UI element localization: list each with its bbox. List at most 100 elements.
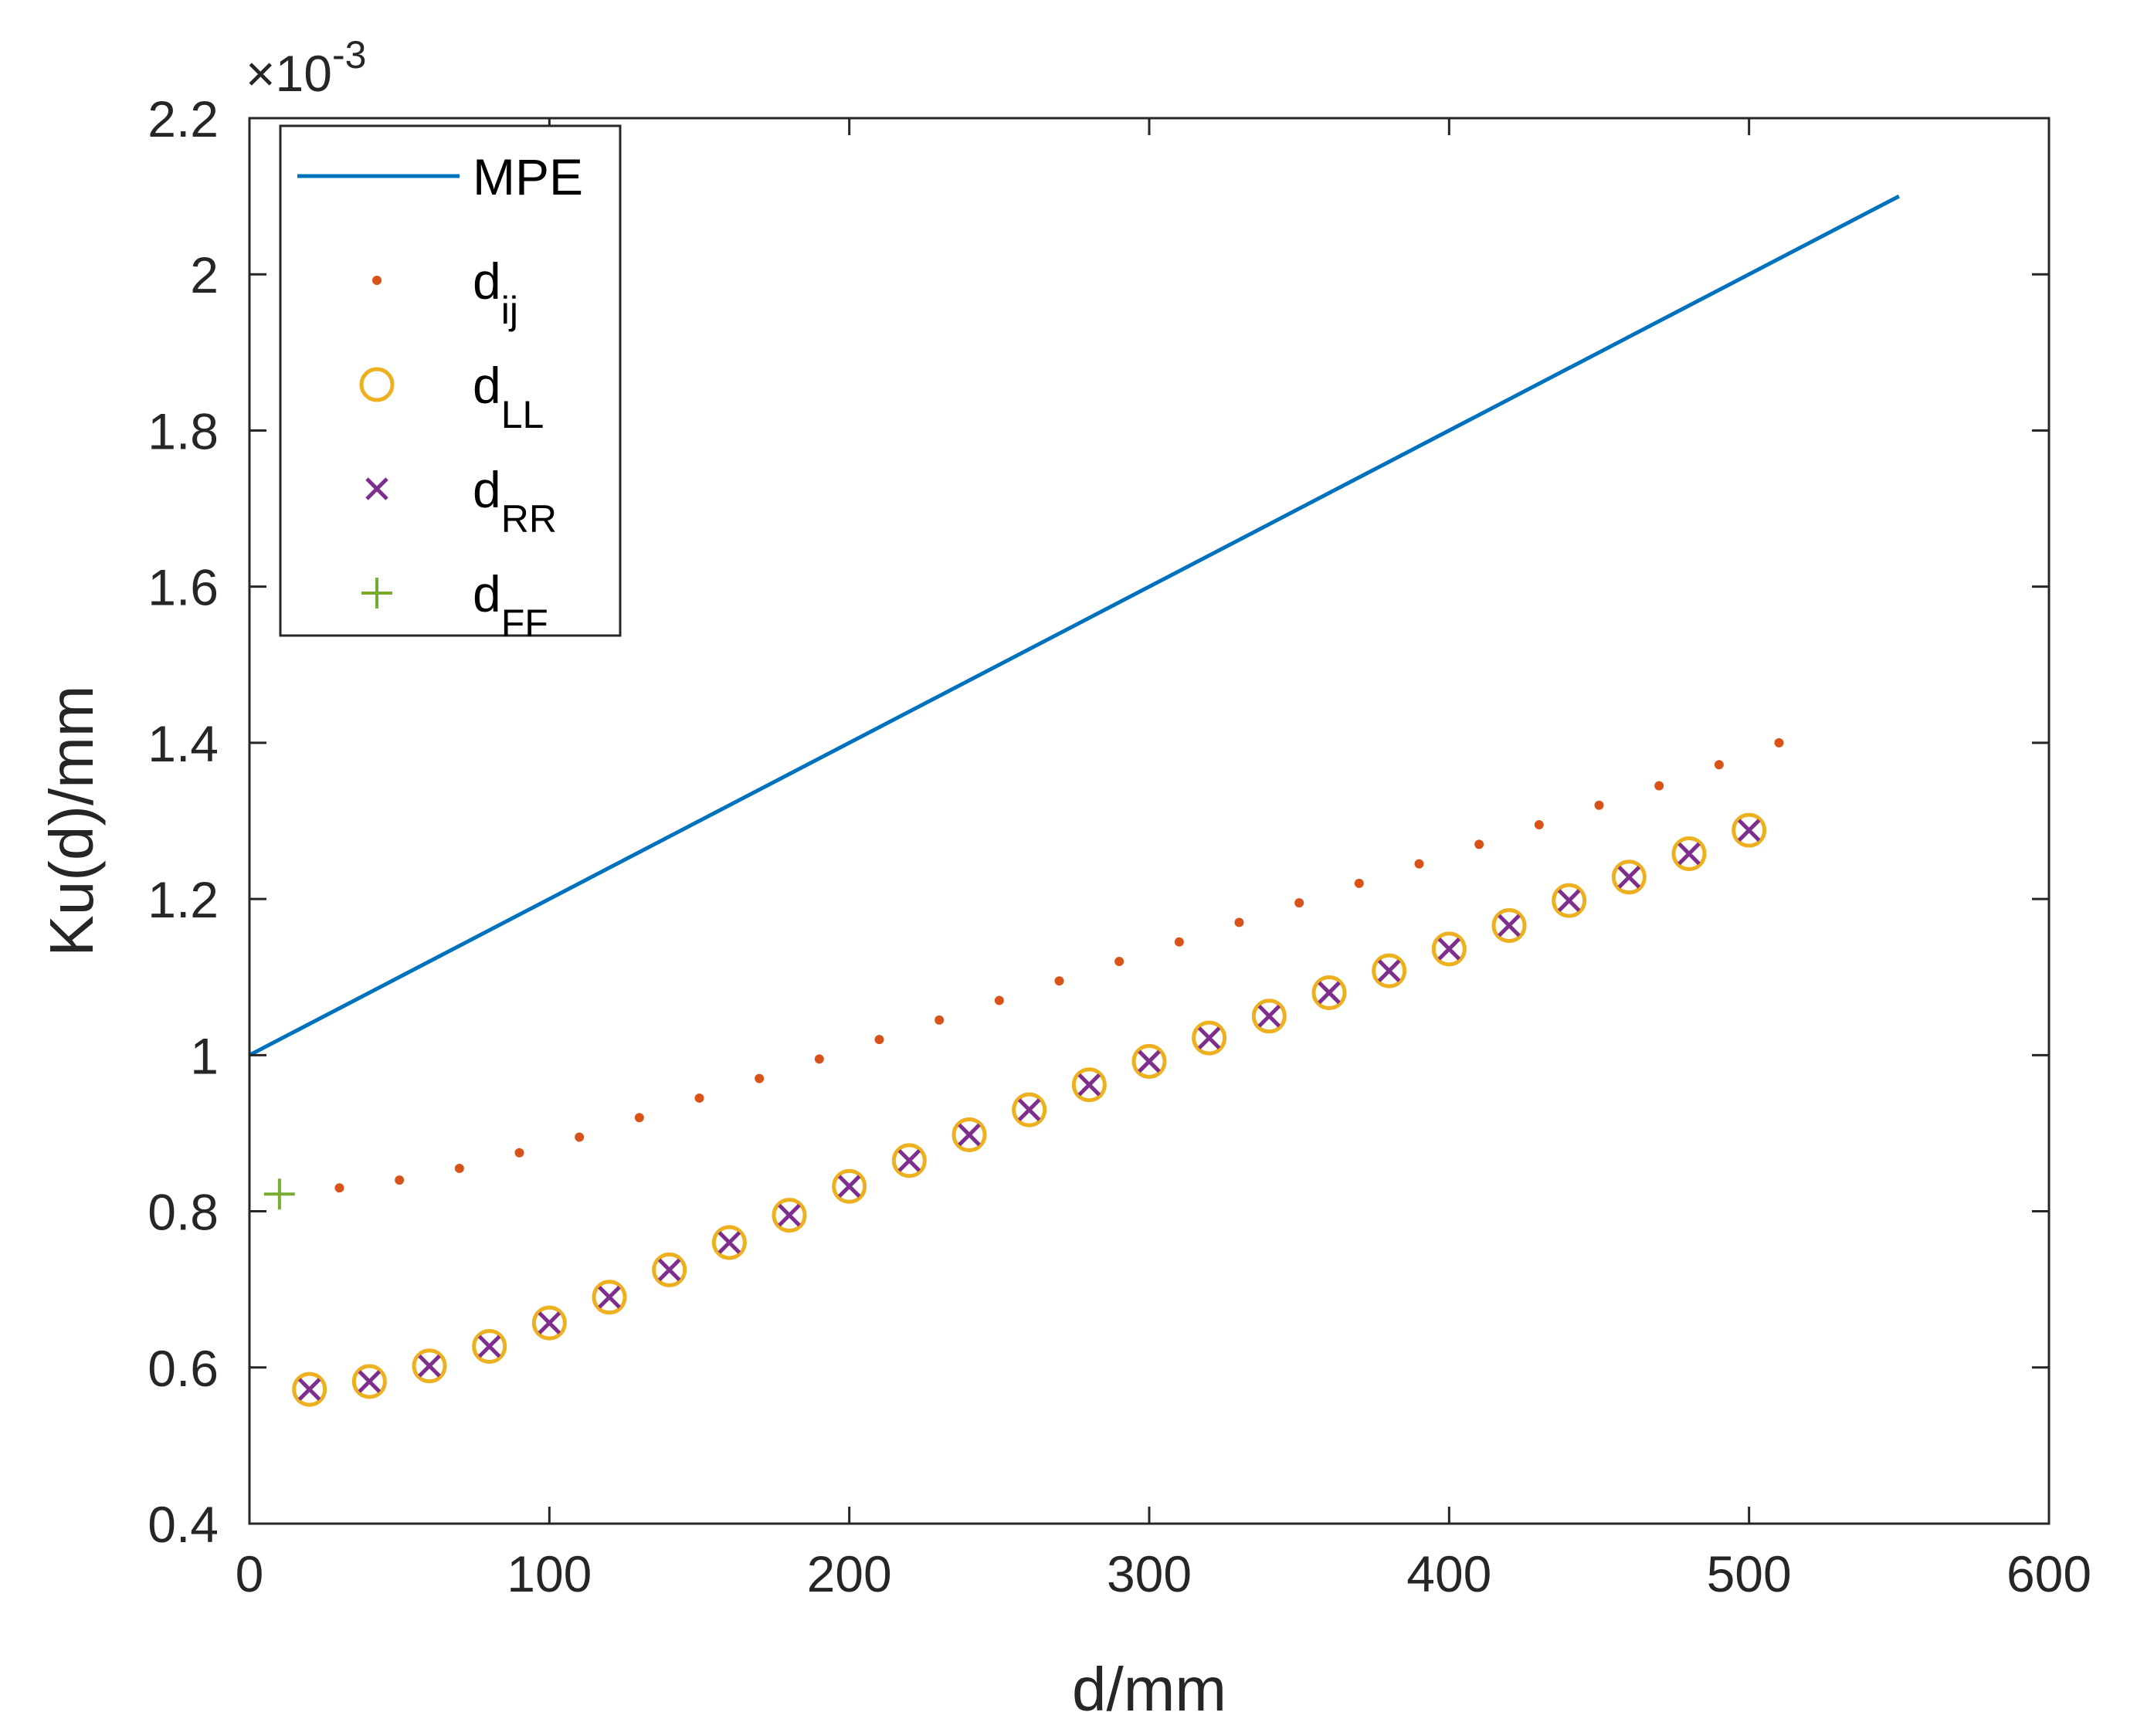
data-point-dLL (412, 1348, 447, 1384)
legend-label-main: d (473, 357, 501, 414)
y-tick-label: 0.8 (148, 1184, 219, 1241)
data-point-dLL (1671, 836, 1707, 871)
legend-swatch (365, 477, 388, 500)
axis-labels: d/mm Ku(d)/mm ×10-3 (37, 33, 1226, 1724)
data-point-dFF (263, 1178, 295, 1210)
y-tick-label: 1.2 (148, 871, 219, 928)
data-point-dRR (657, 1258, 681, 1282)
data-point-dLL (1251, 999, 1287, 1034)
y-tick-label: 1.6 (148, 559, 219, 616)
data-point-dij (935, 1015, 945, 1025)
data-point-dLL (711, 1225, 747, 1260)
data-point-dRR (1257, 1005, 1281, 1028)
axes: 0 100 200 300 400 500 600 0.4 0.6 0.8 1 1.2 1.4 1.6 1.… (148, 90, 2091, 1602)
data-point-dij (814, 1054, 824, 1064)
legend-item-dij: dij (372, 253, 518, 332)
series-dij (334, 737, 1784, 1193)
data-point-dij (1774, 737, 1784, 748)
data-point-dij (755, 1073, 765, 1083)
data-point-dLL (891, 1143, 927, 1178)
data-point-dRR (1017, 1098, 1041, 1121)
y-tick-label: 0.6 (148, 1340, 219, 1397)
data-point-dij (1174, 937, 1184, 947)
legend-label: MPE (473, 148, 583, 205)
series-line-MPE (248, 194, 1900, 1057)
data-point-dLL (1372, 953, 1407, 988)
data-point-dij (1594, 800, 1604, 810)
series-dRR (297, 819, 1761, 1401)
legend-swatch (372, 276, 382, 285)
data-point-dRR (358, 1370, 382, 1393)
x-tick-label: 0 (236, 1545, 264, 1602)
legend-label: dRR (473, 461, 557, 541)
legend-label: dFF (473, 565, 548, 645)
data-point-dLL (531, 1305, 567, 1341)
data-point-dij (514, 1148, 524, 1158)
data-point-dRR (1377, 959, 1401, 982)
y-exponent-power: -3 (332, 33, 366, 76)
data-point-dij (634, 1113, 644, 1123)
legend-box (279, 124, 622, 637)
data-point-dLL (772, 1198, 807, 1233)
data-point-dRR (418, 1354, 441, 1378)
data-point-dRR (1617, 866, 1641, 889)
x-tick-label: 300 (1107, 1545, 1192, 1602)
data-point-dRR (1197, 1026, 1221, 1049)
legend-label-sub: ij (501, 289, 518, 332)
x-tick-label: 200 (807, 1545, 892, 1602)
data-point-dRR (1677, 842, 1701, 866)
data-point-dLL (1311, 975, 1347, 1010)
x-tick-label: 500 (1707, 1545, 1792, 1602)
data-point-dRR (598, 1286, 621, 1309)
data-point-dLL (1732, 812, 1767, 848)
y-exponent-label: ×10-3 (246, 33, 366, 102)
legend-label-sub: RR (501, 497, 557, 541)
y-axis-label: Ku(d)/mm (37, 685, 106, 956)
data-point-dLL (832, 1168, 867, 1204)
data-point-dLL (1431, 931, 1467, 967)
legend-label-main: d (473, 461, 501, 518)
data-point-dRR (1498, 914, 1521, 938)
x-axis-label: d/mm (1072, 1655, 1226, 1724)
legend-item-MPE: MPE (297, 148, 583, 205)
data-point-dij (1534, 820, 1544, 830)
y-tick-label: 1.8 (148, 402, 219, 459)
series-MPE (248, 194, 1900, 1057)
data-point-dRR (1557, 889, 1581, 912)
legend-label-sub: FF (501, 602, 548, 645)
data-point-dRR (1318, 981, 1341, 1005)
legend-item-dFF: dFF (361, 565, 548, 645)
legend-label-main: d (473, 253, 501, 310)
data-point-dLL (1552, 883, 1587, 918)
data-point-dLL (1192, 1020, 1227, 1056)
legend-item-dLL: dLL (359, 357, 544, 436)
legend-label-main: MPE (473, 148, 583, 205)
y-tick-label: 1.4 (148, 715, 219, 772)
data-point-dij (874, 1035, 884, 1045)
data-point-dij (1414, 859, 1424, 869)
data-point-dRR (1737, 819, 1761, 842)
data-point-dij (1354, 878, 1364, 888)
data-point-dRR (1077, 1073, 1101, 1097)
legend-label: dij (473, 253, 518, 332)
data-point-dLL (592, 1280, 627, 1315)
data-point-dRR (1437, 938, 1461, 961)
series-dFF (263, 1178, 295, 1210)
data-point-dij (395, 1175, 405, 1185)
y-tick-label: 2.2 (148, 90, 219, 147)
data-point-dij (1114, 957, 1124, 966)
data-point-dLL (1131, 1043, 1167, 1079)
data-point-dij (1714, 760, 1724, 770)
data-point-dLL (1611, 860, 1647, 895)
data-point-dRR (958, 1123, 981, 1147)
data-point-dij (694, 1093, 704, 1103)
data-point-dRR (297, 1378, 321, 1401)
data-point-dLL (351, 1364, 387, 1399)
data-point-dRR (837, 1175, 861, 1198)
data-point-dij (1294, 898, 1304, 908)
data-point-dRR (717, 1231, 741, 1254)
legend-label-main: d (473, 565, 501, 622)
data-point-dRR (897, 1149, 921, 1172)
